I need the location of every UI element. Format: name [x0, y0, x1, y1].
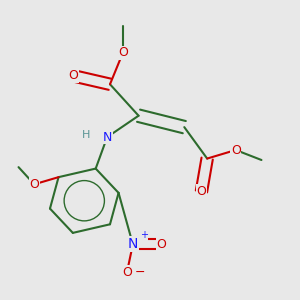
Text: O: O — [29, 178, 39, 191]
Text: O: O — [196, 185, 206, 198]
Text: O: O — [122, 266, 132, 279]
Text: O: O — [68, 69, 78, 82]
Text: N: N — [102, 130, 112, 144]
Text: N: N — [128, 237, 138, 251]
Text: O: O — [231, 143, 241, 157]
Text: −: − — [135, 266, 145, 278]
Text: O: O — [157, 238, 166, 251]
Text: +: + — [140, 230, 148, 240]
Text: O: O — [118, 46, 128, 59]
Text: H: H — [82, 130, 91, 140]
